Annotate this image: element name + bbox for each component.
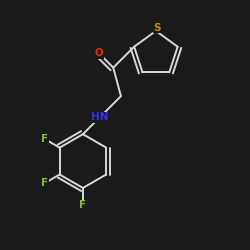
Text: F: F: [79, 200, 86, 210]
Text: O: O: [95, 48, 104, 58]
Text: S: S: [154, 23, 161, 33]
Text: F: F: [41, 134, 48, 144]
Text: HN: HN: [91, 112, 109, 122]
Text: F: F: [41, 178, 48, 188]
